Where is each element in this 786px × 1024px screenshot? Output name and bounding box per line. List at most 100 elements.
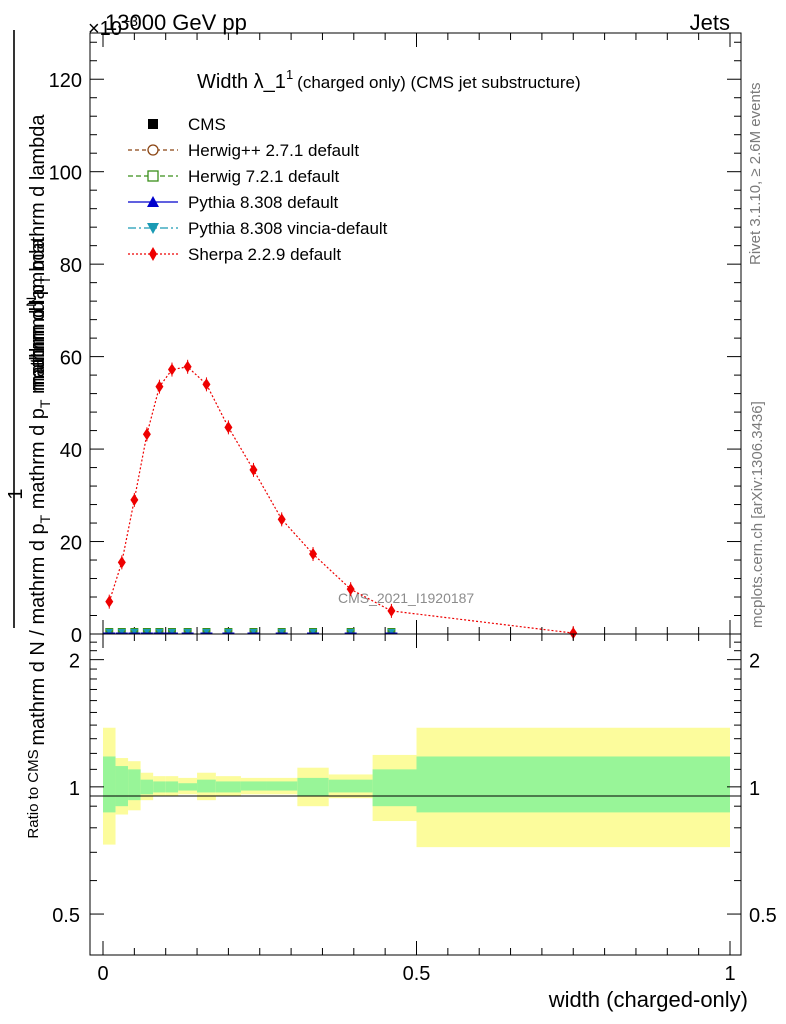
baseline-series-markers <box>103 628 398 634</box>
mcplots-label: mcplots.cern.ch [arXiv:1306.3436] <box>749 401 766 628</box>
chart-title: Width λ_11 (charged only) (CMS jet substr… <box>197 67 581 93</box>
main-y-tick-label: 40 <box>60 440 82 462</box>
main-y-axis-label: 1 mathrm dN mathrm d pT mathrm d lambda … <box>5 30 53 746</box>
ratio-band-inner <box>416 756 730 813</box>
baseline-marker-vincia <box>249 629 258 634</box>
legend-label-herwig7: Herwig 7.2.1 default <box>188 167 339 186</box>
sherpa-point <box>224 421 233 434</box>
sherpa-point <box>130 493 139 506</box>
legend-label-pythia: Pythia 8.308 default <box>188 193 339 212</box>
ratio-x-tick-label: 1 <box>724 963 735 985</box>
ylabel-denominator-top: mathrm d pT mathrm d lambda <box>27 114 53 386</box>
y-exponent-label: ×10−3 <box>88 13 138 40</box>
legend-marker-vincia <box>147 223 159 234</box>
legend-label-sherpa: Sherpa 2.2.9 default <box>188 245 341 264</box>
analysis-watermark: CMS_2021_I1920187 <box>338 590 474 606</box>
chart-title-main: Width λ_1 <box>197 71 286 93</box>
y-exponent-base: ×10 <box>88 18 122 40</box>
ratio-band-inner <box>297 777 329 797</box>
ratio-band-inner <box>240 781 267 791</box>
legend: CMS Herwig++ 2.7.1 default Herwig 7.2.1 de… <box>128 115 388 264</box>
baseline-marker-vincia <box>130 629 139 634</box>
ratio-y-tick-label: 2 <box>69 651 80 673</box>
sherpa-point <box>155 380 164 393</box>
ratio-x-tick-label: 0.5 <box>403 963 431 985</box>
sherpa-point <box>387 604 396 617</box>
ratio-y-tick-label-right: 0.5 <box>749 905 777 927</box>
legend-entry-vincia: Pythia 8.308 vincia-default <box>128 219 388 238</box>
ratio-band-inner <box>197 779 216 793</box>
ratio-x-tick-label: 0 <box>97 963 108 985</box>
ratio-band-inner <box>372 769 417 807</box>
energy-label: 13000 GeV pp <box>105 10 247 35</box>
ylabel-bottom-c: mathrm d lambda <box>27 237 49 399</box>
baseline-marker-vincia <box>309 629 318 634</box>
ylabel-top-numer: mathrm d <box>27 307 49 391</box>
ratio-y-tick-label: 1 <box>69 778 80 800</box>
main-y-tick-label: 80 <box>60 255 82 277</box>
sherpa-point <box>142 428 151 441</box>
ratio-band-inner <box>266 781 298 791</box>
main-y-tick-label: 60 <box>60 348 82 370</box>
baseline-marker-vincia <box>346 629 355 634</box>
x-axis-label: width (charged-only) <box>548 987 748 1012</box>
chart-title-rest: (charged only) (CMS jet substructure) <box>297 73 580 92</box>
legend-entry-pythia: Pythia 8.308 default <box>128 193 339 212</box>
main-y-tick-label: 100 <box>49 163 82 185</box>
ratio-band-inner <box>153 781 166 793</box>
ylabel-numerator: 1 <box>5 488 27 499</box>
baseline-marker-vincia <box>105 629 114 634</box>
baseline-marker-vincia <box>155 629 164 634</box>
baseline-marker-vincia <box>387 629 396 634</box>
main-y-tick-label: 20 <box>60 533 82 555</box>
sherpa-point <box>167 363 176 376</box>
legend-label-vincia: Pythia 8.308 vincia-default <box>188 219 388 238</box>
rivet-label: Rivet 3.1.10, ≥ 2.6M events <box>747 83 764 266</box>
sherpa-point <box>277 513 286 526</box>
baseline-marker-vincia <box>142 629 151 634</box>
sherpa-point <box>346 583 355 596</box>
ratio-band-inner <box>165 781 179 793</box>
legend-marker-sherpa <box>149 247 157 261</box>
sherpa-point <box>249 463 258 476</box>
ylabel-bottom-a: mathrm d N / mathrm d p <box>27 523 49 745</box>
y-exponent-power: −3 <box>122 13 138 29</box>
legend-entry-cms: CMS <box>148 115 226 134</box>
ylabel-top-N: N <box>23 297 39 307</box>
ratio-y-tick-label-right: 2 <box>749 651 760 673</box>
ylabel-bottom-T1: T <box>37 514 53 523</box>
legend-entry-herwig_pp: Herwig++ 2.7.1 default <box>128 141 359 160</box>
legend-marker-herwig7 <box>147 170 159 182</box>
ratio-y-axis-label: Ratio to CMS <box>25 749 42 838</box>
legend-label-cms: CMS <box>188 115 226 134</box>
ylabel-bottom-T2: T <box>37 399 53 408</box>
baseline-marker-vincia <box>183 629 192 634</box>
sherpa-point <box>117 556 126 569</box>
sherpa-point <box>183 360 192 373</box>
sherpa-point <box>569 627 578 640</box>
sherpa-point <box>105 595 114 608</box>
legend-marker-cms <box>148 119 158 129</box>
legend-entry-herwig7: Herwig 7.2.1 default <box>128 167 339 186</box>
ratio-bands <box>103 727 730 848</box>
legend-marker-pythia <box>147 196 159 207</box>
ylabel-bottom-b: mathrm d p <box>27 408 49 515</box>
legend-entry-sherpa: Sherpa 2.2.9 default <box>128 245 341 264</box>
ratio-y-tick-label-right: 1 <box>749 778 760 800</box>
ratio-band-inner <box>128 769 141 801</box>
ratio-band-inner <box>328 779 373 793</box>
process-label: Jets <box>690 10 730 35</box>
baseline-marker-vincia <box>202 629 211 634</box>
sherpa-series <box>105 359 578 641</box>
main-y-tick-label: 120 <box>49 70 82 92</box>
baseline-marker-vincia <box>224 629 233 634</box>
ratio-band-inner <box>115 766 129 807</box>
legend-marker-herwig-pp <box>147 144 159 156</box>
baseline-marker-vincia <box>167 629 176 634</box>
sherpa-point <box>202 378 211 391</box>
ratio-band-inner <box>215 781 241 793</box>
sherpa-point <box>309 548 318 561</box>
main-y-tick-label: 0 <box>71 625 82 647</box>
ylabel-top: mathrm dN <box>23 297 49 392</box>
